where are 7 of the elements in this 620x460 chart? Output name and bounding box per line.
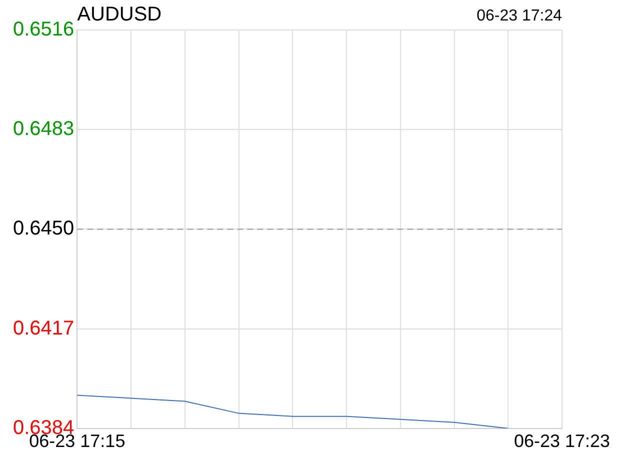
y-tick-label: 0.6417 [13, 317, 74, 340]
y-tick-label: 0.6483 [13, 118, 74, 140]
chart-subtitle: 06-23 17:24 [476, 7, 562, 24]
chart-title: AUDUSD [77, 4, 162, 26]
x-tick-label: 06-23 17:23 [514, 431, 610, 452]
y-tick-label: 0.6450 [13, 218, 74, 240]
y-tick-label: 0.6516 [13, 18, 74, 41]
